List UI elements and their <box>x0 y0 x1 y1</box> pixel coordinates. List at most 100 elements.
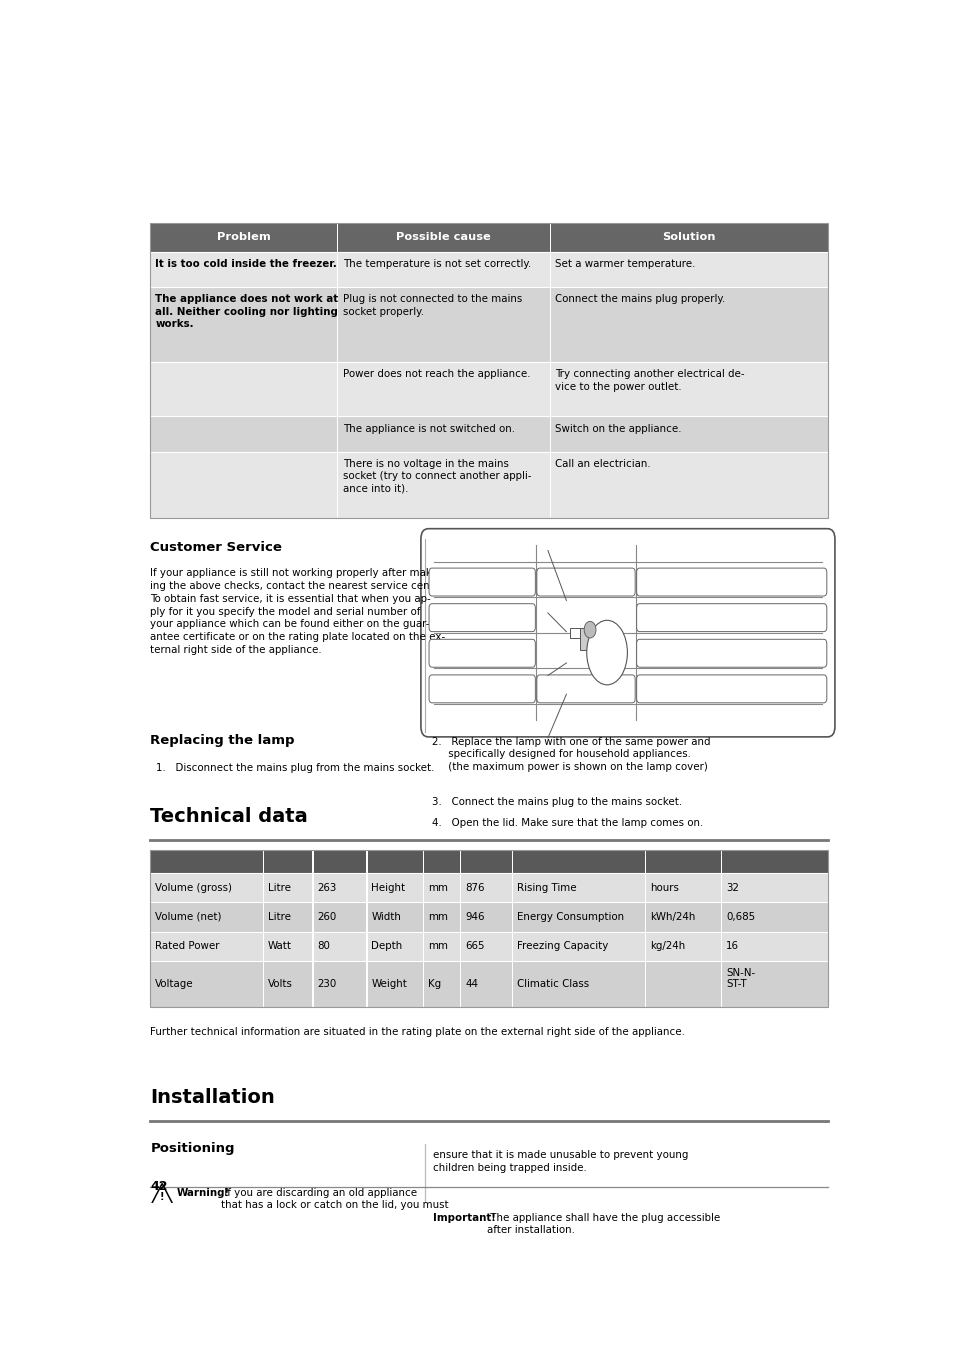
Text: mm: mm <box>428 913 448 922</box>
Text: 42: 42 <box>151 1180 168 1194</box>
Bar <box>151 961 826 1006</box>
Text: Warning!: Warning! <box>176 1187 230 1198</box>
Text: Litre: Litre <box>268 883 291 892</box>
FancyBboxPatch shape <box>636 675 826 703</box>
Bar <box>549 223 550 251</box>
Bar <box>512 850 513 873</box>
Bar <box>151 850 826 873</box>
Text: mm: mm <box>428 883 448 892</box>
Text: Litre: Litre <box>268 913 291 922</box>
FancyBboxPatch shape <box>429 639 535 668</box>
FancyBboxPatch shape <box>429 604 535 631</box>
Text: 665: 665 <box>465 941 484 952</box>
Bar <box>336 251 337 287</box>
Bar <box>644 932 645 961</box>
FancyBboxPatch shape <box>420 529 834 737</box>
Bar <box>366 902 367 932</box>
Bar <box>263 932 264 961</box>
Bar <box>312 902 314 932</box>
Bar <box>151 251 826 287</box>
Bar <box>512 902 513 932</box>
Bar <box>151 452 826 518</box>
Bar <box>366 850 367 873</box>
Text: 80: 80 <box>317 941 330 952</box>
Bar <box>512 932 513 961</box>
Bar <box>423 961 424 1006</box>
Text: Further technical information are situated in the rating plate on the external r: Further technical information are situat… <box>151 1028 684 1037</box>
Text: Connect the mains plug properly.: Connect the mains plug properly. <box>555 295 725 304</box>
Text: Plug is not connected to the mains
socket properly.: Plug is not connected to the mains socke… <box>342 295 521 316</box>
Bar <box>423 873 424 902</box>
Text: Volume (gross): Volume (gross) <box>154 883 232 892</box>
Bar <box>570 627 579 638</box>
Bar <box>644 850 645 873</box>
Bar <box>312 873 314 902</box>
Text: The appliance is not switched on.: The appliance is not switched on. <box>342 423 514 434</box>
Text: Switch on the appliance.: Switch on the appliance. <box>555 423 681 434</box>
Text: There is no voltage in the mains
socket (try to connect another appli-
ance into: There is no voltage in the mains socket … <box>342 458 531 493</box>
Text: mm: mm <box>428 941 448 952</box>
Text: Customer Service: Customer Service <box>151 541 282 554</box>
Text: 2.   Replace the lamp with one of the same power and
     specifically designed : 2. Replace the lamp with one of the same… <box>432 737 710 772</box>
Text: Replacing the lamp: Replacing the lamp <box>151 734 294 746</box>
Bar <box>151 902 826 932</box>
Bar <box>459 902 461 932</box>
Text: Freezing Capacity: Freezing Capacity <box>517 941 608 952</box>
Bar <box>151 873 826 902</box>
Text: 946: 946 <box>465 913 484 922</box>
Bar <box>644 902 645 932</box>
Text: Rated Power: Rated Power <box>154 941 219 952</box>
Text: The appliance shall have the plug accessible
after installation.: The appliance shall have the plug access… <box>486 1213 720 1236</box>
Bar <box>720 873 721 902</box>
Bar <box>423 850 424 873</box>
Text: The appliance does not work at
all. Neither cooling nor lighting
works.: The appliance does not work at all. Neit… <box>155 295 338 330</box>
Bar <box>151 850 826 1006</box>
Text: Important!: Important! <box>433 1213 496 1222</box>
Bar <box>512 961 513 1006</box>
Text: kWh/24h: kWh/24h <box>649 913 695 922</box>
Bar <box>644 873 645 902</box>
Bar <box>263 850 264 873</box>
Text: 1.   Disconnect the mains plug from the mains socket.: 1. Disconnect the mains plug from the ma… <box>156 763 435 773</box>
Bar <box>423 932 424 961</box>
Text: Weight: Weight <box>371 979 407 988</box>
Bar <box>720 850 721 873</box>
Text: If you are discarding an old appliance
that has a lock or catch on the lid, you : If you are discarding an old appliance t… <box>221 1187 449 1210</box>
Bar <box>366 961 367 1006</box>
Bar <box>366 873 367 902</box>
Text: Solution: Solution <box>661 233 715 242</box>
Bar <box>459 932 461 961</box>
Text: 32: 32 <box>725 883 739 892</box>
Bar <box>151 223 826 518</box>
Text: Energy Consumption: Energy Consumption <box>517 913 623 922</box>
Text: kg/24h: kg/24h <box>649 941 684 952</box>
Text: The temperature is not set correctly.: The temperature is not set correctly. <box>342 260 530 269</box>
Text: Call an electrician.: Call an electrician. <box>555 458 650 469</box>
Text: 3.   Connect the mains plug to the mains socket.: 3. Connect the mains plug to the mains s… <box>432 798 681 807</box>
Text: Problem: Problem <box>216 233 271 242</box>
Text: 876: 876 <box>465 883 484 892</box>
Bar <box>336 452 337 518</box>
Text: Try connecting another electrical de-
vice to the power outlet.: Try connecting another electrical de- vi… <box>555 369 744 392</box>
Bar <box>263 873 264 902</box>
Text: Height: Height <box>371 883 405 892</box>
Bar <box>549 287 550 362</box>
Bar <box>459 961 461 1006</box>
Bar <box>312 961 314 1006</box>
Text: Depth: Depth <box>371 941 402 952</box>
FancyBboxPatch shape <box>537 568 635 596</box>
Bar <box>459 850 461 873</box>
FancyBboxPatch shape <box>537 675 635 703</box>
Bar <box>644 961 645 1006</box>
Text: SN-N-
ST-T: SN-N- ST-T <box>725 968 755 990</box>
Text: 0,685: 0,685 <box>725 913 755 922</box>
Text: !: ! <box>160 1192 164 1202</box>
Text: Technical data: Technical data <box>151 807 308 826</box>
Text: ensure that it is made unusable to prevent young
children being trapped inside.: ensure that it is made unusable to preve… <box>433 1151 688 1174</box>
Text: Width: Width <box>371 913 401 922</box>
Text: 4.   Open the lid. Make sure that the lamp comes on.: 4. Open the lid. Make sure that the lamp… <box>432 818 702 827</box>
Bar <box>151 223 826 251</box>
Text: Rising Time: Rising Time <box>517 883 576 892</box>
Bar <box>312 932 314 961</box>
FancyBboxPatch shape <box>429 675 535 703</box>
